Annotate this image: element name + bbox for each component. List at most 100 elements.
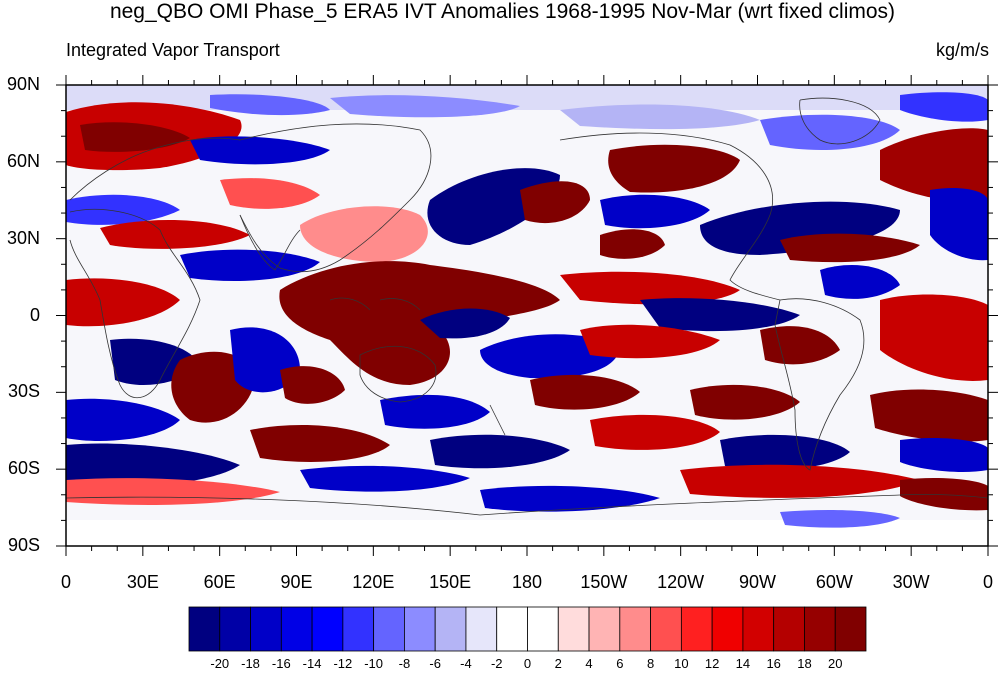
coastline-north-america	[559, 132, 781, 301]
colorbar-tick-label: -16	[271, 656, 291, 671]
anomaly-patch	[66, 278, 180, 327]
colorbar-box	[527, 606, 559, 652]
lon-tick-label: 150E	[429, 572, 472, 592]
lat-tick-label: 0	[29, 304, 40, 325]
colorbar-box	[773, 606, 805, 652]
lon-tick-label: 180	[511, 572, 543, 592]
anomaly-patch	[300, 465, 470, 492]
colorbar-tick-label: 10	[674, 656, 689, 671]
anomaly-patch	[600, 194, 710, 229]
left-string: Integrated Vapor Transport	[66, 40, 280, 60]
lon-tick-label: 120E	[352, 572, 395, 592]
units-label: kg/m/s	[935, 40, 989, 60]
coastline-antarctica	[66, 493, 988, 516]
anomaly-patch	[420, 308, 510, 339]
lon-tick-label: 120W	[657, 572, 705, 592]
colorbar-box	[219, 606, 251, 652]
colorbar-tick-label: -8	[398, 656, 411, 671]
anomaly-patch	[880, 294, 988, 381]
anomaly-patch	[608, 144, 740, 193]
lon-tick-label: 0	[982, 572, 993, 592]
anomaly-patch	[300, 206, 428, 262]
coastlines	[66, 97, 988, 516]
lon-tick-label: 150W	[580, 572, 628, 592]
lon-tick-label: 90E	[280, 572, 313, 592]
colorbar-tick-label: -20	[210, 656, 230, 671]
colorbar	[188, 606, 867, 652]
colorbar-tick-label: -18	[241, 656, 260, 671]
anomaly-patch	[880, 128, 988, 202]
anomaly-patch	[210, 94, 330, 116]
colorbar-tick-label: -4	[460, 656, 472, 671]
colorbar-box	[650, 606, 682, 652]
anomaly-patch	[900, 92, 988, 122]
colorbar-box	[280, 606, 313, 652]
lon-tick-label: 90W	[738, 572, 776, 592]
colorbar-tick-label: 0	[523, 656, 532, 671]
anomaly-patch	[690, 384, 800, 420]
coastline-greenland	[799, 97, 881, 145]
lat-tick-label: 30N	[6, 227, 40, 248]
anomaly-patch	[430, 434, 570, 469]
coastline-south-america	[774, 298, 865, 471]
anomaly-patch	[380, 394, 490, 429]
colorbar-box	[680, 606, 713, 652]
anomaly-patch	[930, 188, 988, 261]
colorbar-box	[742, 606, 775, 652]
colorbar-tick-label: -6	[429, 656, 441, 671]
coastline-nz	[489, 404, 506, 436]
colorbar-tick-label: 6	[616, 656, 624, 671]
colorbar-tick-label: 8	[646, 656, 655, 671]
anomaly-field	[66, 85, 988, 546]
anomaly-patch	[520, 181, 590, 224]
lat-tick-label: 90N	[6, 74, 40, 94]
anomaly-patch	[190, 136, 330, 165]
anomaly-patch	[66, 443, 240, 487]
lat-tick-label: 60N	[6, 150, 40, 171]
anomaly-patch	[900, 437, 988, 473]
page-title: neg_QBO OMI Phase_5 ERA5 IVT Anomalies 1…	[109, 0, 896, 23]
lon-tick-label: 60E	[203, 572, 236, 592]
anomaly-patch	[640, 298, 800, 332]
colorbar-box	[342, 606, 375, 652]
colorbar-tick-label: 14	[735, 656, 751, 671]
anomaly-patch	[600, 229, 665, 259]
coastline-africa	[69, 208, 201, 399]
anomaly-patch	[480, 334, 620, 379]
lon-tick-label: 60W	[815, 572, 853, 592]
anomaly-patch	[220, 178, 320, 209]
map-ticks	[56, 75, 998, 556]
colorbar-box	[834, 606, 867, 652]
colorbar-tick-label: -2	[490, 656, 503, 671]
colorbar-tick-label: -10	[364, 656, 384, 671]
colorbar-tick-label: 2	[554, 656, 562, 671]
anomaly-patch	[780, 510, 900, 528]
colorbar-box	[373, 606, 405, 652]
anomaly-patch	[80, 122, 190, 152]
colorbar-box	[465, 606, 498, 652]
lat-tick-label: 90S	[7, 535, 40, 555]
anomaly-patch	[760, 326, 840, 365]
lat-tick-label: 30S	[7, 381, 40, 402]
anomaly-patch	[330, 95, 520, 118]
anomaly-patch	[780, 233, 920, 263]
anomaly-patch	[760, 114, 900, 150]
anomaly-patch	[820, 265, 900, 299]
anomaly-patch	[590, 414, 720, 450]
coastline-europe	[69, 137, 241, 201]
colorbar-box	[404, 606, 436, 652]
colorbar-tick-label: 16	[766, 656, 781, 671]
colorbar-box	[619, 606, 651, 652]
colorbar-box	[711, 606, 744, 652]
coastline-asia	[239, 123, 432, 273]
anomaly-patch	[100, 219, 250, 249]
colorbar-box	[188, 606, 221, 652]
coastline-australia	[359, 345, 437, 403]
anomaly-patch	[180, 249, 320, 282]
anomaly-patch	[580, 324, 720, 359]
anomaly-patch	[427, 168, 560, 245]
anomaly-patch	[66, 194, 180, 225]
colorbar-tick-label: -12	[333, 656, 353, 671]
colorbar-tick-label: -14	[302, 656, 322, 671]
